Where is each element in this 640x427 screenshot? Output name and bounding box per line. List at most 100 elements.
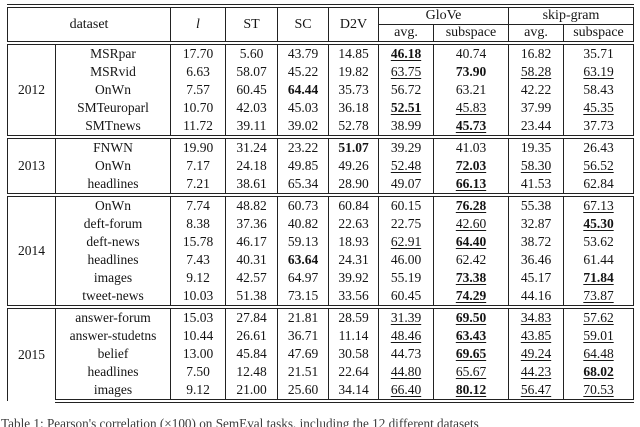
table-row: SMTnews 11.72 39.11 39.02 52.78 38.99 45.73 23.…: [8, 117, 634, 137]
year-label: 2013: [7, 135, 56, 195]
value-cell: 35.73: [328, 81, 379, 99]
year-label: 2014: [7, 193, 56, 307]
value-cell: 63.75: [378, 63, 434, 81]
value-cell: 63.64: [277, 251, 329, 269]
header-row-1: dataset l ST SC D2V GloVe skip-gram: [7, 4, 634, 43]
value-cell: 44.23: [508, 363, 564, 381]
column-header-d2v: D2V: [328, 4, 379, 43]
column-header-glove: GloVe: [378, 4, 509, 25]
value-cell: 27.84: [225, 305, 278, 327]
column-header-skipgram-subspace: subspace: [563, 24, 634, 43]
dataset-name: answer-studetns: [55, 327, 171, 345]
value-cell: 45.30: [563, 215, 634, 233]
value-cell: 31.24: [225, 135, 278, 157]
dataset-name: OnWn: [55, 81, 171, 99]
year-label: 2012: [7, 41, 56, 137]
value-cell: 47.69: [277, 345, 329, 363]
column-header-sc: SC: [277, 4, 329, 43]
dataset-name: images: [55, 269, 171, 287]
value-cell: 31.39: [378, 305, 434, 327]
column-header-l: l: [170, 4, 226, 43]
value-cell: 73.38: [433, 269, 509, 287]
value-cell: 40.74: [433, 41, 509, 63]
table-row: deft-forum 8.38 37.36 40.82 22.63 22.75 42.60 3…: [8, 215, 634, 233]
value-cell: 73.87: [563, 287, 634, 307]
value-cell: 30.58: [328, 345, 379, 363]
value-cell: 70.53: [563, 381, 634, 403]
value-cell: 12.48: [225, 363, 278, 381]
table-caption: Table 1: Pearson's correlation (×100) on…: [1, 416, 479, 427]
dataset-name: deft-forum: [55, 215, 171, 233]
value-cell: 38.61: [225, 175, 278, 195]
dataset-name: belief: [55, 345, 171, 363]
value-cell: 59.01: [563, 327, 634, 345]
value-cell: 66.40: [378, 381, 434, 403]
value-cell: 55.19: [378, 269, 434, 287]
value-cell: 74.29: [433, 287, 509, 307]
value-cell: 25.60: [277, 381, 329, 403]
value-cell: 14.85: [328, 41, 379, 63]
value-cell: 46.18: [378, 41, 434, 63]
value-cell: 19.82: [328, 63, 379, 81]
value-cell: 15.03: [170, 305, 226, 327]
dataset-name: SMTeuroparl: [55, 99, 171, 117]
value-cell: 53.62: [563, 233, 634, 251]
dataset-name: headlines: [55, 251, 171, 269]
value-cell: 19.90: [170, 135, 226, 157]
value-cell: 23.22: [277, 135, 329, 157]
value-cell: 46.17: [225, 233, 278, 251]
dataset-name: SMTnews: [55, 117, 171, 137]
value-cell: 59.13: [277, 233, 329, 251]
value-cell: 33.56: [328, 287, 379, 307]
value-cell: 51.38: [225, 287, 278, 307]
value-cell: 58.07: [225, 63, 278, 81]
value-cell: 62.42: [433, 251, 509, 269]
column-header-skipgram: skip-gram: [508, 4, 634, 25]
value-cell: 48.82: [225, 193, 278, 215]
header-row-2: avg. subspace avg. subspace: [8, 24, 634, 43]
value-cell: 63.19: [563, 63, 634, 81]
value-cell: 13.00: [170, 345, 226, 363]
value-cell: 64.97: [277, 269, 329, 287]
value-cell: 16.82: [508, 41, 564, 63]
value-cell: 7.74: [170, 193, 226, 215]
value-cell: 32.87: [508, 215, 564, 233]
value-cell: 37.36: [225, 215, 278, 233]
dataset-name: MSRpar: [55, 41, 171, 63]
value-cell: 21.51: [277, 363, 329, 381]
value-cell: 38.99: [378, 117, 434, 137]
value-cell: 76.28: [433, 193, 509, 215]
value-cell: 10.44: [170, 327, 226, 345]
value-cell: 10.70: [170, 99, 226, 117]
table-body: 2012 MSRpar 17.70 5.60 43.79 14.85 46.18 40.74 1…: [7, 41, 634, 403]
value-cell: 49.26: [328, 157, 379, 175]
value-cell: 49.07: [378, 175, 434, 195]
table-row: SMTeuroparl 10.70 42.03 45.03 36.18 52.51 45.8…: [8, 99, 634, 117]
dataset-name: headlines: [55, 363, 171, 381]
value-cell: 42.57: [225, 269, 278, 287]
value-cell: 7.57: [170, 81, 226, 99]
value-cell: 44.80: [378, 363, 434, 381]
value-cell: 22.63: [328, 215, 379, 233]
value-cell: 45.22: [277, 63, 329, 81]
value-cell: 7.17: [170, 157, 226, 175]
dataset-name: headlines: [55, 175, 171, 195]
value-cell: 62.91: [378, 233, 434, 251]
value-cell: 55.38: [508, 193, 564, 215]
value-cell: 7.43: [170, 251, 226, 269]
value-cell: 42.22: [508, 81, 564, 99]
value-cell: 11.14: [328, 327, 379, 345]
column-header-glove-avg: avg.: [378, 24, 434, 43]
value-cell: 17.70: [170, 41, 226, 63]
table-row: MSRvid 6.63 58.07 45.22 19.82 63.75 73.90 58.28…: [8, 63, 634, 81]
value-cell: 10.03: [170, 287, 226, 307]
value-cell: 44.73: [378, 345, 434, 363]
value-cell: 49.24: [508, 345, 564, 363]
value-cell: 22.64: [328, 363, 379, 381]
value-cell: 9.12: [170, 381, 226, 403]
value-cell: 66.13: [433, 175, 509, 195]
value-cell: 37.99: [508, 99, 564, 117]
value-cell: 73.15: [277, 287, 329, 307]
table-row: 2015 answer-forum 15.03 27.84 21.81 28.59 31.3…: [7, 305, 634, 401]
